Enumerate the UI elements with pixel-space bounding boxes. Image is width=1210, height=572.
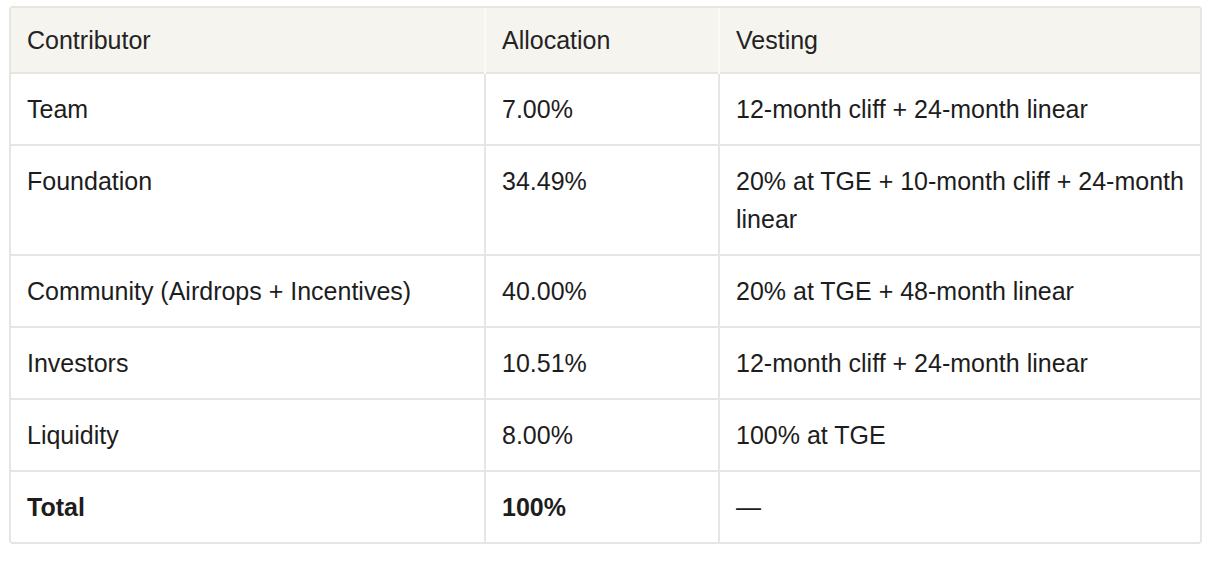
allocation-table-frame: Contributor Allocation Vesting Team 7.00…	[9, 6, 1202, 544]
table-body: Team 7.00% 12-month cliff + 24-month lin…	[11, 73, 1200, 542]
page: Contributor Allocation Vesting Team 7.00…	[0, 0, 1210, 550]
table-row-team: Team 7.00% 12-month cliff + 24-month lin…	[11, 73, 1200, 145]
cell-contributor: Community (Airdrops + Incentives)	[11, 255, 485, 327]
cell-vesting: 20% at TGE + 10-month cliff + 24-month l…	[719, 145, 1200, 255]
cell-vesting: 100% at TGE	[719, 399, 1200, 471]
cell-contributor: Investors	[11, 327, 485, 399]
column-header-allocation: Allocation	[485, 8, 719, 73]
column-header-contributor: Contributor	[11, 8, 485, 73]
table-header: Contributor Allocation Vesting	[11, 8, 1200, 73]
cell-vesting-total: —	[719, 471, 1200, 542]
cell-contributor-total: Total	[11, 471, 485, 542]
cell-allocation: 8.00%	[485, 399, 719, 471]
cell-vesting: 20% at TGE + 48-month linear	[719, 255, 1200, 327]
cell-allocation: 34.49%	[485, 145, 719, 255]
table-row-community: Community (Airdrops + Incentives) 40.00%…	[11, 255, 1200, 327]
header-row: Contributor Allocation Vesting	[11, 8, 1200, 73]
table-row-total: Total 100% —	[11, 471, 1200, 542]
table-row-investors: Investors 10.51% 12-month cliff + 24-mon…	[11, 327, 1200, 399]
table-row-liquidity: Liquidity 8.00% 100% at TGE	[11, 399, 1200, 471]
column-header-vesting: Vesting	[719, 8, 1200, 73]
cell-vesting: 12-month cliff + 24-month linear	[719, 73, 1200, 145]
cell-contributor: Liquidity	[11, 399, 485, 471]
cell-allocation: 10.51%	[485, 327, 719, 399]
cell-contributor: Foundation	[11, 145, 485, 255]
allocation-table: Contributor Allocation Vesting Team 7.00…	[11, 8, 1200, 542]
cell-contributor: Team	[11, 73, 485, 145]
cell-vesting: 12-month cliff + 24-month linear	[719, 327, 1200, 399]
table-row-foundation: Foundation 34.49% 20% at TGE + 10-month …	[11, 145, 1200, 255]
cell-allocation-total: 100%	[485, 471, 719, 542]
cell-allocation: 40.00%	[485, 255, 719, 327]
cell-allocation: 7.00%	[485, 73, 719, 145]
